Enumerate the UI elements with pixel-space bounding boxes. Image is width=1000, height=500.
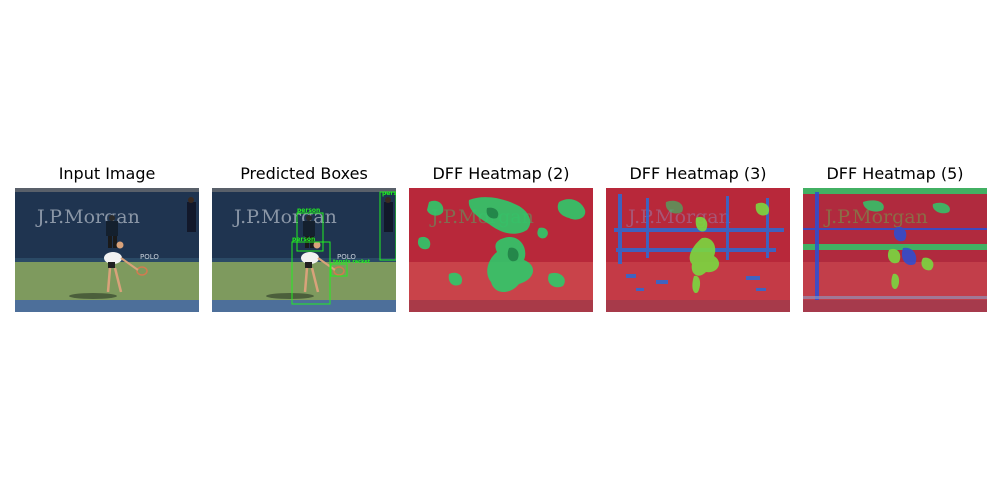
panel-title: DFF Heatmap (2): [432, 164, 570, 183]
detection-label: person: [297, 207, 320, 214]
detection-box-person-1: person: [296, 207, 324, 252]
detection-label: person: [292, 236, 315, 243]
panel-title: DFF Heatmap (3): [629, 164, 767, 183]
banner-text: J.P.Morgan: [35, 206, 140, 228]
detection-label: person: [382, 190, 396, 197]
detection-box-person-2: person: [291, 236, 331, 305]
detection-box-person-3: person: [379, 190, 396, 261]
panel-title: Predicted Boxes: [240, 164, 368, 183]
sign-text: POLO: [140, 253, 159, 261]
heatmap-3-image: J.P.Morgan: [606, 188, 790, 312]
sign-text: POLO: [337, 253, 356, 261]
input-photo: J.P.Morgan POLO: [15, 188, 199, 312]
panel-title: Input Image: [58, 164, 156, 183]
panel-title: DFF Heatmap (5): [826, 164, 964, 183]
banner-text: J.P.Morgan: [823, 206, 928, 228]
heatmap-2-image: J.P.Morgan: [409, 188, 593, 312]
boxes-photo: J.P.Morgan POLO person person: [212, 188, 396, 312]
heatmap-5-image: J.P.Morgan: [803, 188, 987, 312]
detection-box-racket: tennis racket: [330, 259, 371, 277]
detection-label: tennis racket: [333, 259, 371, 265]
banner-text: J.P.Morgan: [232, 206, 337, 228]
